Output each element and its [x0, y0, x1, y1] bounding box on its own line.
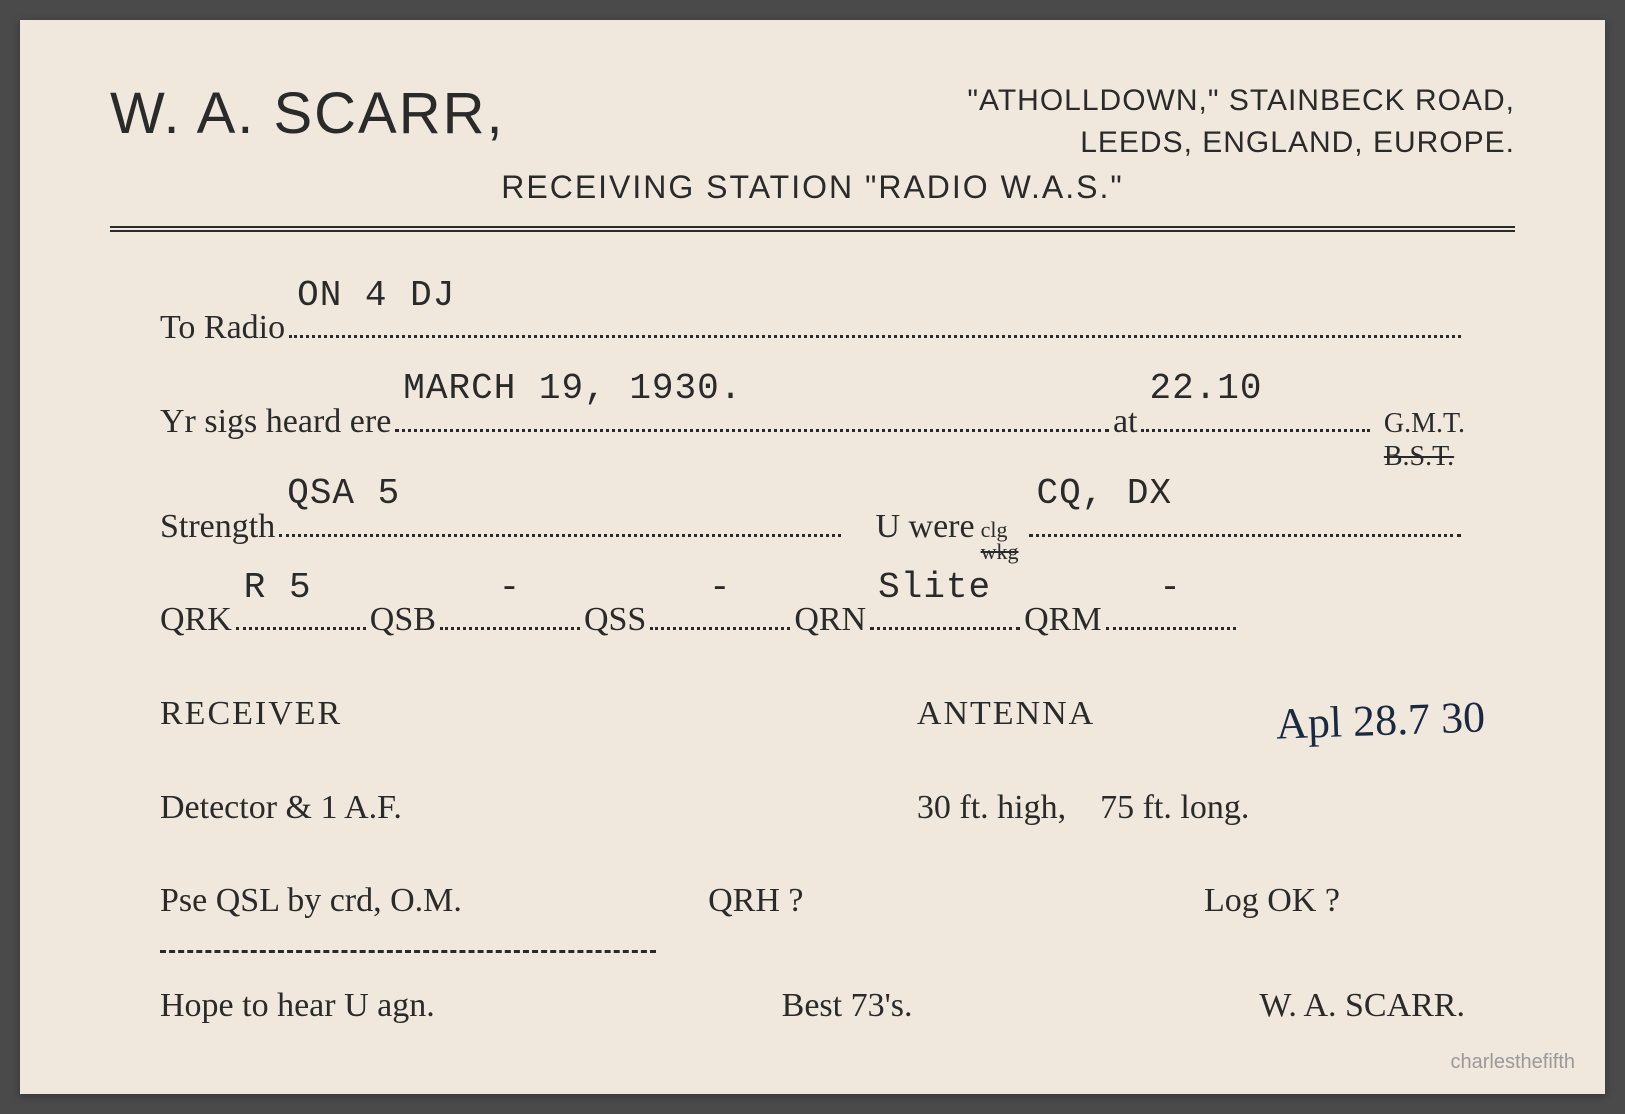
- qsb-field: -: [440, 596, 580, 630]
- address-block: "ATHOLLDOWN," STAINBECK ROAD, LEEDS, ENG…: [967, 80, 1515, 164]
- detector-text: Detector & 1 A.F.: [160, 767, 917, 849]
- watermark: charlesthefifth: [1450, 1051, 1575, 1074]
- timezone-block: G.M.T. B.S.T.: [1384, 407, 1465, 474]
- card-content: To Radio ON 4 DJ Yr sigs heard ere MARCH…: [110, 287, 1515, 1046]
- qrn-value: Slite: [878, 545, 991, 631]
- detector-row: Detector & 1 A.F. 30 ft. high, 75 ft. lo…: [160, 767, 1465, 849]
- sigs-date-field: MARCH 19, 1930.: [395, 398, 1109, 432]
- sigs-time-value: 22.10: [1149, 346, 1262, 432]
- signature: W. A. SCARR.: [1259, 965, 1465, 1047]
- operator-name: W. A. SCARR,: [110, 80, 505, 147]
- qrh-text: QRH ?: [708, 860, 1204, 942]
- dashed-separator: [160, 950, 656, 953]
- q-codes-row: QRK R 5 QSB - QSS - QRN Slite QRM -: [160, 579, 1465, 661]
- header-divider: [110, 226, 1515, 232]
- to-radio-value: ON 4 DJ: [297, 253, 455, 339]
- at-label: at: [1113, 381, 1138, 463]
- antenna-label: ANTENNA: [917, 673, 1095, 755]
- sigs-date-value: MARCH 19, 1930.: [403, 346, 742, 432]
- qrn-field: Slite: [870, 596, 1020, 630]
- clg-label: clg: [981, 519, 1019, 541]
- strength-field: QSA 5: [279, 503, 841, 537]
- sigs-time-field: 22.10: [1141, 398, 1369, 432]
- qrm-field: -: [1106, 596, 1236, 630]
- qss-value: -: [709, 545, 732, 631]
- qsl-card: W. A. SCARR, "ATHOLLDOWN," STAINBECK ROA…: [20, 20, 1605, 1094]
- receiver-label: RECEIVER: [160, 673, 917, 755]
- footer-row: Hope to hear U agn. Best 73's. W. A. SCA…: [160, 965, 1465, 1047]
- handwritten-note: Apl 28.7 30: [1274, 664, 1487, 777]
- strength-value: QSA 5: [287, 451, 400, 537]
- qss-label: QSS: [584, 579, 646, 661]
- qrn-label: QRN: [794, 579, 866, 661]
- address-line-2: LEEDS, ENGLAND, EUROPE.: [967, 122, 1515, 164]
- gmt-label: G.M.T.: [1384, 407, 1465, 441]
- best-text: Best 73's.: [782, 965, 913, 1047]
- qrm-value: -: [1159, 545, 1182, 631]
- station-name: RECEIVING STATION "RADIO W.A.S.": [110, 169, 1515, 206]
- qrk-value: R 5: [244, 545, 312, 631]
- qsl-row: Pse Pse QSL by crd, O.M.QSL by crd, O.M.…: [160, 860, 1465, 942]
- qsb-label: QSB: [370, 579, 436, 661]
- u-were-value: CQ, DX: [1037, 451, 1173, 537]
- pse-qsl-text: Pse Pse QSL by crd, O.M.QSL by crd, O.M.: [160, 860, 708, 942]
- hope-text: Hope to hear U agn.: [160, 965, 435, 1047]
- qrk-label: QRK: [160, 579, 232, 661]
- strength-row: Strength QSA 5 U were clg wkg CQ, DX: [160, 486, 1465, 568]
- receiver-antenna-row: RECEIVER ANTENNA Apl 28.7 30: [160, 673, 1465, 755]
- qss-field: -: [650, 596, 790, 630]
- qrk-field: R 5: [236, 596, 366, 630]
- bst-label: B.S.T.: [1384, 440, 1465, 474]
- to-radio-field: ON 4 DJ: [289, 304, 1461, 338]
- to-radio-label: To Radio: [160, 287, 285, 369]
- to-radio-row: To Radio ON 4 DJ: [160, 287, 1465, 369]
- antenna-dims: 30 ft. high, 75 ft. long.: [917, 767, 1249, 849]
- address-line-1: "ATHOLLDOWN," STAINBECK ROAD,: [967, 80, 1515, 122]
- u-were-field: CQ, DX: [1029, 503, 1462, 537]
- qrm-label: QRM: [1024, 579, 1101, 661]
- qsb-value: -: [499, 545, 522, 631]
- card-header: W. A. SCARR, "ATHOLLDOWN," STAINBECK ROA…: [110, 80, 1515, 164]
- sigs-label: Yr sigs heard ere: [160, 381, 391, 463]
- log-ok-text: Log OK ?: [1204, 860, 1340, 942]
